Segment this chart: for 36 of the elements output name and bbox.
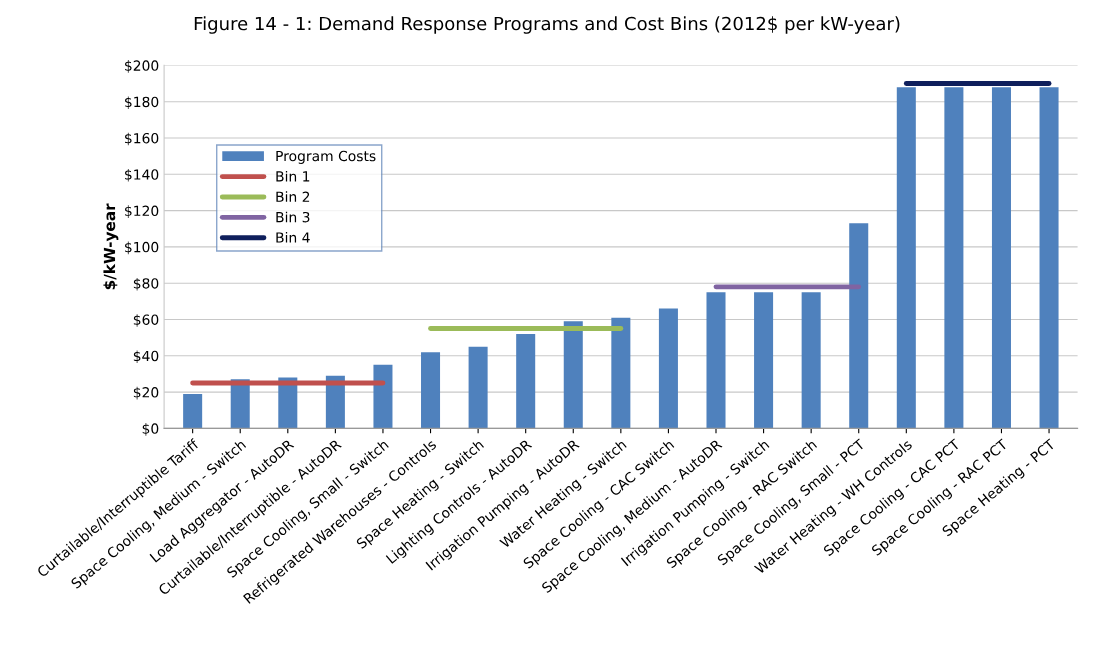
bar [325,375,345,429]
bar [516,334,536,429]
bar [1039,87,1059,429]
y-tick-label: $20 [133,386,159,400]
bar [849,223,869,429]
y-tick-label: $200 [125,60,159,73]
y-tick-label: $180 [125,96,159,110]
legend-label: Bin 2 [276,191,310,202]
bar [611,317,631,429]
y-tick-label: $120 [125,205,159,218]
bar [563,321,583,429]
bar [373,364,393,429]
y-tick-label: $100 [125,241,159,255]
bar [278,377,298,429]
y-tick-label: $0 [142,423,159,436]
y-tick-label: $160 [125,132,159,146]
bar [944,87,964,429]
bar [896,87,916,429]
bar [468,346,488,429]
bar [421,352,441,429]
y-tick-label: $80 [133,277,159,291]
y-tick-label: $140 [125,169,159,182]
y-tick-label: $40 [133,350,159,364]
bar [658,308,678,429]
y-axis-title: $/kW-year [103,203,119,290]
chart-title: Figure 14 - 1: Demand Response Programs and Cost Bins (2012$ per kW-year) [194,16,900,34]
legend-label: Bin 4 [276,232,310,243]
bar [801,292,821,429]
y-tick-label: $60 [133,314,159,327]
bar [754,292,774,429]
legend-label: Program Costs [276,150,376,164]
legend-label: Bin 1 [276,170,310,182]
legend-label: Bin 3 [276,211,310,223]
bar [991,87,1011,429]
bar [706,292,726,429]
bar [183,393,203,429]
